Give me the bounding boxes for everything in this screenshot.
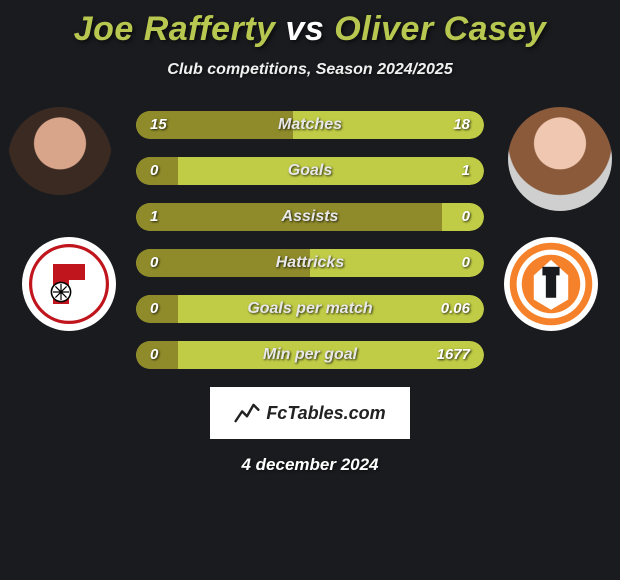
bar-left-fill (136, 341, 178, 369)
player2-club-badge (504, 237, 598, 331)
stat-row: Assists10 (136, 203, 484, 231)
bar-left-fill (136, 111, 293, 139)
stat-row: Goals01 (136, 157, 484, 185)
title-vs: vs (286, 10, 325, 48)
bar-left-fill (136, 203, 442, 231)
subtitle: Club competitions, Season 2024/2025 (0, 61, 620, 79)
comparison-title: Joe Rafferty vs Oliver Casey (0, 0, 620, 49)
stat-row: Goals per match00.06 (136, 295, 484, 323)
player1-club-badge (22, 237, 116, 331)
player1-avatar (8, 107, 112, 211)
bar-left-fill (136, 157, 178, 185)
title-player1: Joe Rafferty (74, 10, 276, 48)
date-text: 4 december 2024 (0, 455, 620, 475)
bar-track (136, 341, 484, 369)
bar-left-fill (136, 249, 310, 277)
player2-avatar (508, 107, 612, 211)
club-crest-icon (29, 244, 109, 324)
bar-track (136, 157, 484, 185)
club-crest-icon (508, 241, 594, 327)
bar-left-fill (136, 295, 178, 323)
comparison-body: Matches1518 Goals01 Assists10 Hattricks00 Go… (0, 107, 620, 369)
brand-badge: FcTables.com (210, 387, 410, 439)
stat-bars: Matches1518 Goals01 Assists10 Hattricks00 Go… (136, 107, 484, 369)
stat-row: Matches1518 (136, 111, 484, 139)
title-player2: Oliver Casey (334, 10, 546, 48)
brand-text: FcTables.com (266, 403, 385, 424)
stat-row: Hattricks00 (136, 249, 484, 277)
brand-logo-icon (234, 400, 260, 426)
stat-row: Min per goal01677 (136, 341, 484, 369)
bar-track (136, 295, 484, 323)
